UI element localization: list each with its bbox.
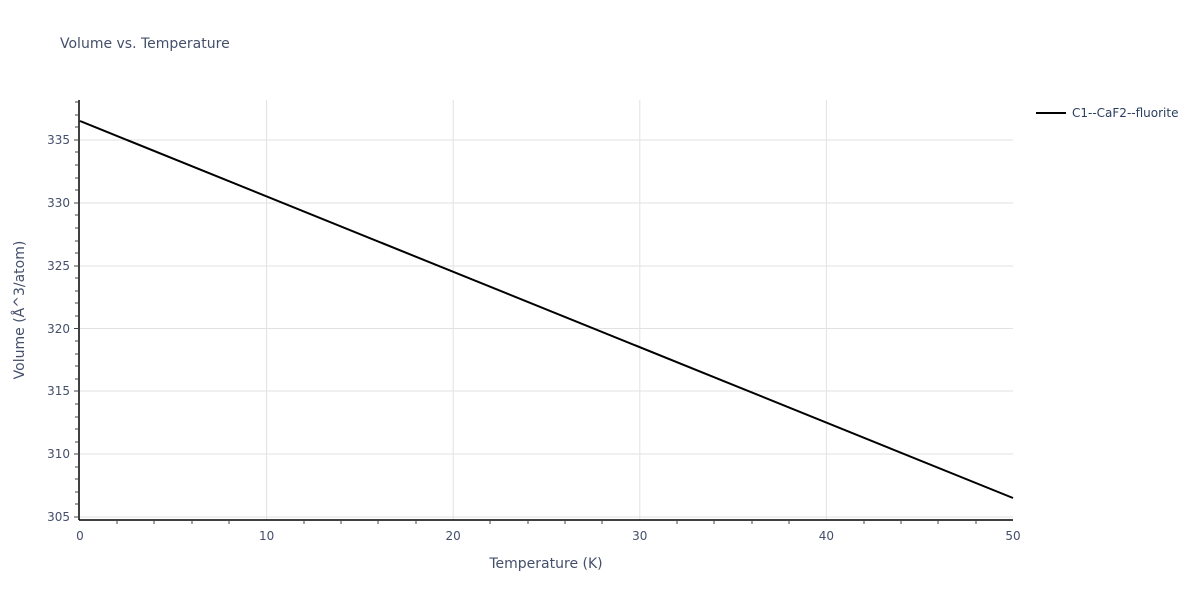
svg-text:320: 320 [47,322,70,336]
svg-text:50: 50 [1005,529,1020,543]
series-line-c1-caf2-fluorite[interactable] [79,120,1014,499]
axes [78,100,1013,521]
gridlines [80,100,1013,520]
svg-text:10: 10 [259,529,274,543]
legend-line-swatch [1036,112,1066,114]
y-axis-label: Volume (Å^3/atom) [11,241,28,380]
svg-text:20: 20 [446,529,461,543]
x-axis-label: Temperature (K) [488,556,602,572]
svg-text:335: 335 [47,133,70,147]
y-tick-labels: 305 310 315 320 325 330 335 [47,133,70,524]
legend-item[interactable]: C1--CaF2--fluorite [1036,106,1178,120]
svg-text:330: 330 [47,196,70,210]
svg-text:0: 0 [76,529,84,543]
svg-text:305: 305 [47,510,70,524]
svg-text:30: 30 [632,529,647,543]
legend-label: C1--CaF2--fluorite [1072,106,1179,120]
x-tick-labels: 0 10 20 30 40 50 [76,529,1020,543]
svg-text:315: 315 [47,384,70,398]
svg-text:40: 40 [819,529,834,543]
y-minor-ticks [74,101,79,518]
x-minor-ticks [116,520,977,524]
svg-text:310: 310 [47,447,70,461]
chart-title: Volume vs. Temperature [60,36,230,52]
svg-text:325: 325 [47,259,70,273]
